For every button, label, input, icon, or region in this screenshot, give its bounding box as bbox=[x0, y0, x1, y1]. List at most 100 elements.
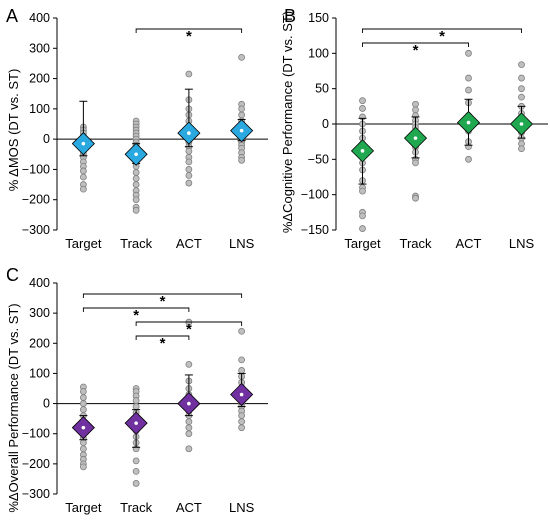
data-point bbox=[79, 185, 87, 193]
y-tick-label: 0 bbox=[322, 117, 329, 131]
panel-label-b: B bbox=[284, 6, 296, 26]
data-point bbox=[238, 105, 246, 113]
significance-star: * bbox=[133, 307, 139, 324]
data-point bbox=[79, 388, 87, 395]
y-tick-label: 0 bbox=[43, 397, 50, 411]
y-tick-label: −100 bbox=[301, 188, 329, 202]
data-point bbox=[359, 97, 366, 105]
significance-star: * bbox=[186, 321, 192, 338]
y-tick-label: −150 bbox=[301, 223, 329, 237]
category-label: Target bbox=[65, 500, 102, 515]
mean-center-dot bbox=[466, 120, 471, 125]
data-point bbox=[238, 156, 246, 164]
significance-bracket bbox=[135, 335, 190, 340]
data-point bbox=[185, 418, 193, 426]
significance-bracket bbox=[362, 28, 522, 33]
data-point bbox=[185, 360, 193, 368]
significance-star: * bbox=[186, 28, 192, 45]
data-point bbox=[412, 194, 419, 202]
mean-center-dot bbox=[134, 152, 138, 157]
data-point bbox=[238, 412, 246, 420]
y-tick-label: 200 bbox=[29, 72, 50, 86]
significance-star: * bbox=[439, 28, 445, 45]
mean-center-dot bbox=[519, 122, 524, 126]
mean-center-dot bbox=[81, 141, 86, 146]
category-label: ACT bbox=[176, 500, 202, 515]
y-tick-label: −100 bbox=[22, 427, 50, 441]
data-point bbox=[238, 418, 246, 426]
data-point bbox=[359, 187, 366, 195]
data-point bbox=[79, 394, 87, 401]
panel-b-plot: −150 −100 −50 0 50 100 150 Target Track ACT LNS * * bbox=[301, 11, 548, 251]
y-tick-label: 300 bbox=[29, 41, 50, 55]
data-point bbox=[79, 400, 87, 407]
data-point bbox=[238, 327, 246, 335]
category-label: ACT bbox=[456, 236, 482, 251]
significance-bracket bbox=[82, 307, 190, 312]
panel-label-a: A bbox=[6, 6, 18, 26]
data-point bbox=[185, 424, 193, 432]
data-point bbox=[132, 206, 140, 214]
category-label: LNS bbox=[509, 236, 535, 251]
significance-bracket bbox=[135, 321, 243, 326]
data-point bbox=[518, 93, 525, 101]
y-tick-label: 400 bbox=[29, 276, 50, 290]
data-point bbox=[132, 457, 140, 465]
data-point bbox=[238, 367, 246, 374]
mean-center-dot bbox=[187, 401, 191, 406]
data-point bbox=[132, 480, 140, 487]
mean-center-dot bbox=[81, 425, 86, 430]
mean-center-dot bbox=[134, 421, 138, 425]
data-point bbox=[79, 173, 87, 181]
y-tick-label: 150 bbox=[308, 11, 329, 25]
category-label: LNS bbox=[229, 500, 255, 515]
data-point bbox=[185, 430, 193, 438]
category-label: Target bbox=[65, 236, 102, 251]
significance-star: * bbox=[160, 335, 166, 352]
data-point bbox=[185, 166, 193, 173]
y-tick-label: −300 bbox=[22, 487, 50, 501]
y-tick-label: −200 bbox=[22, 193, 50, 207]
y-tick-label: −300 bbox=[22, 223, 50, 237]
category-label: Track bbox=[399, 236, 432, 251]
data-point bbox=[79, 439, 87, 447]
y-tick-label: 100 bbox=[29, 102, 50, 116]
significance-bracket bbox=[362, 42, 469, 47]
data-point bbox=[412, 106, 419, 114]
data-point bbox=[359, 225, 366, 232]
data-point bbox=[132, 397, 140, 404]
data-point bbox=[518, 145, 525, 153]
mean-center-dot bbox=[360, 149, 365, 153]
panel-b-ylabel: %ΔCognitive Performance (DT vs. ST) bbox=[280, 11, 295, 233]
panel-a-plot: −300 −200 −100 0 100 200 300 400 Target Track ACT L… bbox=[22, 11, 268, 251]
mean-center-dot bbox=[239, 392, 244, 397]
data-point bbox=[238, 356, 246, 364]
panel-a-ylabel: % ΔMOS (DT vs. ST) bbox=[6, 69, 21, 192]
significance-bracket bbox=[135, 28, 243, 33]
category-label: Track bbox=[120, 236, 153, 251]
y-tick-label: 50 bbox=[315, 82, 329, 96]
mean-center-dot bbox=[187, 131, 191, 135]
data-point bbox=[79, 406, 87, 414]
data-point bbox=[518, 85, 525, 93]
significance-bracket bbox=[82, 293, 243, 298]
data-point bbox=[132, 181, 140, 188]
y-tick-label: 100 bbox=[308, 46, 329, 60]
mean-center-dot bbox=[239, 128, 244, 133]
data-point bbox=[185, 445, 193, 453]
data-point bbox=[79, 463, 87, 471]
data-point bbox=[185, 70, 193, 78]
data-point bbox=[359, 212, 366, 220]
y-tick-label: 100 bbox=[29, 366, 50, 380]
data-point bbox=[412, 159, 419, 167]
category-label: Track bbox=[120, 500, 153, 515]
data-point bbox=[238, 424, 246, 432]
data-point bbox=[185, 179, 193, 187]
y-tick-label: 200 bbox=[29, 336, 50, 350]
data-point bbox=[132, 403, 140, 410]
y-tick-label: −50 bbox=[308, 152, 329, 166]
panel-c-ylabel: %ΔOverall Performance (DT vs. ST) bbox=[6, 303, 21, 512]
data-point bbox=[79, 445, 87, 453]
data-point bbox=[79, 167, 87, 175]
